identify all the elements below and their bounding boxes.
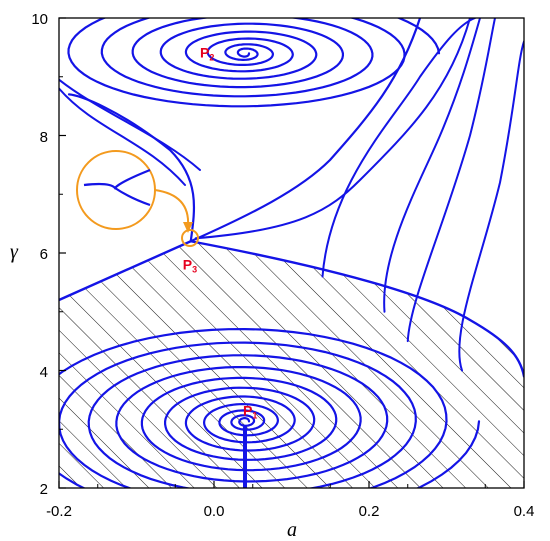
x-tick-label: 0.4 (514, 503, 535, 520)
y-tick-label: 6 (40, 246, 48, 263)
axis-ticks (58, 17, 525, 489)
x-tick-label: -0.2 (46, 503, 72, 520)
inset-connector-arrow (154, 189, 190, 227)
inset-magnifier-circle (76, 150, 156, 230)
trajectory (59, 87, 186, 186)
trajectory (59, 78, 201, 171)
point-label-p3: P3 (183, 256, 197, 274)
spiral-trajectory-p2 (67, 18, 441, 108)
fixed-points: P1 P2 P3 (183, 44, 258, 420)
y-axis-label: γ (10, 241, 19, 263)
trajectory (321, 18, 476, 278)
zoom-inset (76, 150, 199, 247)
x-axis-label: a (287, 519, 297, 541)
zoom-target-circle (181, 229, 199, 247)
y-tick-label: 8 (40, 129, 48, 146)
arrow-head-icon (183, 222, 193, 233)
trajectory (406, 18, 496, 343)
trajectory (194, 18, 471, 240)
separatrix-lower (59, 240, 524, 378)
y-tick-label: 2 (40, 481, 48, 498)
y-tick-label: 10 (31, 11, 48, 28)
x-tick-label: 0.2 (359, 503, 380, 520)
trajectories (59, 18, 524, 488)
spiral-trajectory-p1 (59, 327, 481, 488)
separatrix-upper (189, 18, 422, 243)
hatched-basin-region (59, 241, 524, 488)
y-tick-label: 4 (40, 364, 48, 381)
plot-area (59, 18, 524, 488)
trajectory (383, 18, 481, 313)
x-tick-label: 0.0 (204, 503, 225, 520)
point-label-p1: P1 (243, 402, 257, 420)
inset-trajectory (114, 187, 151, 207)
trajectory (458, 40, 524, 372)
point-label-p2: P2 (200, 44, 214, 62)
